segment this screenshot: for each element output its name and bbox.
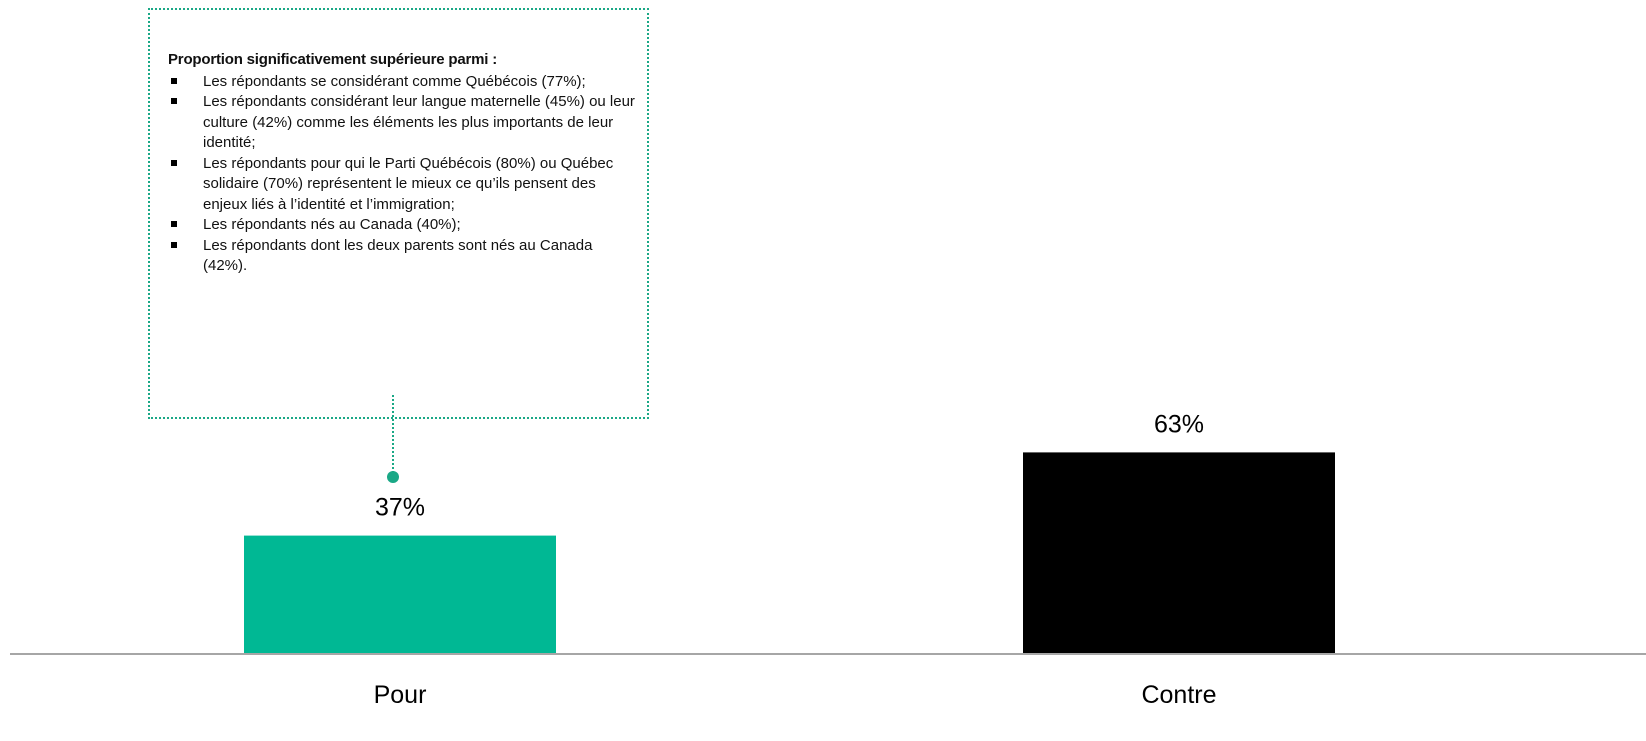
callout-item-text: Les répondants pour qui le Parti Québéco… — [203, 154, 614, 213]
square-bullet-icon — [171, 241, 177, 248]
square-bullet-icon — [171, 221, 177, 227]
bar-contre — [1023, 452, 1335, 654]
callout-item-text: Les répondants considérant leur langue m… — [203, 93, 635, 151]
callout-list-item: Les répondants considérant leur langue m… — [168, 92, 638, 154]
bar-pour — [244, 535, 556, 654]
value-label: 37% — [375, 494, 425, 522]
callout-item-text: Les répondants nés au Canada (40%); — [203, 216, 461, 233]
callout-item-text: Les répondants se considérant comme Québ… — [203, 72, 586, 90]
callout-anchor-dot — [387, 471, 399, 483]
category-label: Contre — [1141, 681, 1216, 709]
square-bullet-icon — [171, 98, 177, 104]
callout-title: Proportion significativement supérieure … — [168, 51, 498, 68]
value-label: 63% — [1154, 410, 1204, 438]
callout-list-item: Les répondants se considérant comme Québ… — [168, 72, 638, 93]
square-bullet-icon — [171, 77, 177, 84]
callout-item-text: Les répondants dont les deux parents son… — [203, 236, 593, 275]
significance-callout-box: Proportion significativement supérieure … — [148, 8, 649, 419]
callout-list: Les répondants se considérant comme Québ… — [168, 72, 638, 277]
bars-layer: 37% Pour 63% Contre — [244, 410, 1335, 709]
callout-list-item: Les répondants pour qui le Parti Québéco… — [168, 154, 638, 216]
callout-list-item: Les répondants dont les deux parents son… — [168, 236, 638, 277]
square-bullet-icon — [171, 159, 177, 166]
category-label: Pour — [374, 681, 427, 709]
callout-list-item: Les répondants nés au Canada (40%); — [168, 215, 638, 236]
